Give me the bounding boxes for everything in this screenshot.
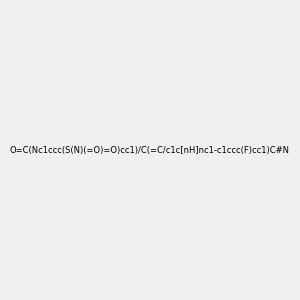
Text: O=C(Nc1ccc(S(N)(=O)=O)cc1)/C(=C/c1c[nH]nc1-c1ccc(F)cc1)C#N: O=C(Nc1ccc(S(N)(=O)=O)cc1)/C(=C/c1c[nH]n… (10, 146, 290, 154)
